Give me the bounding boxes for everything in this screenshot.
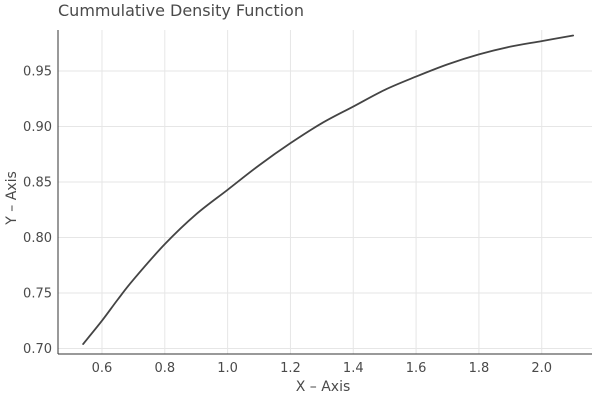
- series-layer: [82, 34, 575, 345]
- x-tick-label: 1.6: [406, 361, 427, 376]
- x-tick-label: 1.8: [469, 361, 490, 376]
- y-tick-label: 0.70: [23, 342, 52, 357]
- x-tick-label: 1.0: [217, 361, 238, 376]
- y-tick-label: 0.80: [23, 231, 52, 246]
- chart-title: Cummulative Density Function: [58, 1, 304, 20]
- x-axis-title: X – Axis: [296, 379, 351, 395]
- x-tick-label: 1.2: [280, 361, 301, 376]
- y-tick-label: 0.95: [23, 65, 52, 80]
- y-tick-label: 0.75: [23, 286, 52, 301]
- cdf-series-line: [82, 34, 575, 345]
- axes: [57, 30, 592, 355]
- y-tick-label: 0.85: [23, 176, 52, 191]
- x-tick-label: 1.4: [343, 361, 364, 376]
- x-tick-label: 0.6: [92, 361, 113, 376]
- x-tick-label: 2.0: [531, 361, 552, 376]
- x-tick-label: 0.8: [154, 361, 175, 376]
- grid: [58, 30, 592, 354]
- y-axis-title: Y – Axis: [4, 171, 20, 226]
- y-tick-label: 0.90: [23, 120, 52, 135]
- tick-labels: 0.6 0.8 1.0 1.2 1.4 1.6 1.8 2.0 0.70 0.75 0.80 0.85…: [23, 65, 552, 376]
